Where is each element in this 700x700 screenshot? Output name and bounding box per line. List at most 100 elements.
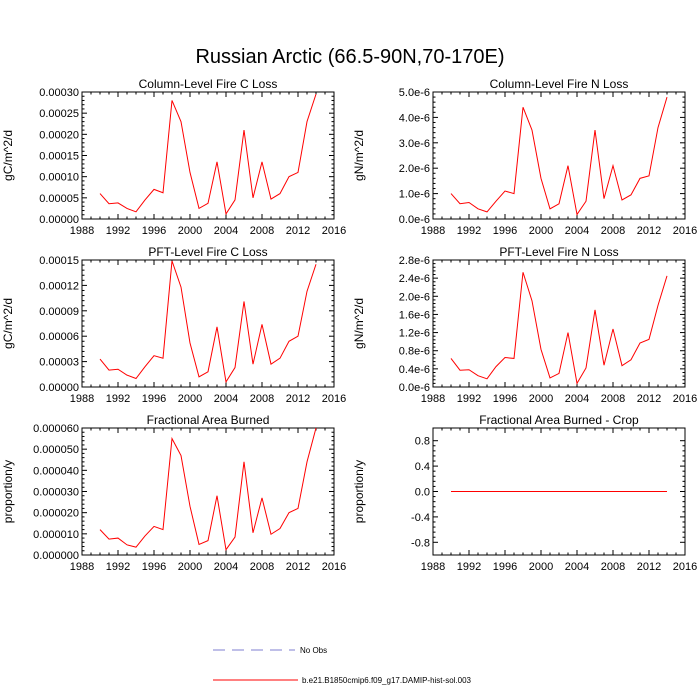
y-tick-label: 0.00006 [39,331,79,343]
x-tick-label: 2008 [601,225,625,237]
y-tick-label: 0.00003 [39,357,79,369]
y-tick-label: 0.8e-6 [399,346,430,358]
x-tick-label: 2004 [565,393,589,405]
y-tick-label: 0.00030 [39,87,79,99]
y-tick-label: 0.000030 [33,487,79,499]
x-tick-label: 2000 [529,225,553,237]
legend-obs-label: No Obs [300,646,327,655]
x-tick-label: 2016 [673,393,697,405]
x-tick-label: 1988 [421,393,445,405]
plot-frame [81,91,335,220]
panel-title: Column-Level Fire N Loss [490,77,629,91]
panel-2: Column-Level Fire N Loss gN/m^2/d 1988 1992… [352,77,697,237]
y-tick-label: 0.00000 [39,382,79,394]
y-tick-label: 0.0 [415,487,430,499]
x-tick-label: 1988 [70,561,94,573]
x-tick-label: 1996 [493,393,517,405]
y-tick-label: 0.000020 [33,508,79,520]
y-tick-label: 0.00015 [39,151,79,163]
y-axis-label: proportion/y [1,460,15,523]
panel-title: PFT-Level Fire N Loss [499,245,618,259]
panel-title: Fractional Area Burned [147,413,270,427]
y-tick-label: 0.0e-6 [399,382,430,394]
x-tick-label: 1996 [142,225,166,237]
x-tick-label: 2016 [322,225,346,237]
x-tick-label: 1996 [493,561,517,573]
y-tick-label: 4.0e-6 [399,112,430,124]
x-tick-label: 2000 [178,393,202,405]
y-axis-label: proportion/y [352,460,366,523]
x-tick-label: 2008 [250,561,274,573]
panels: Column-Level Fire C Loss gC/m^2/d 1988 1992… [1,77,697,573]
y-tick-label: 0.00015 [39,255,79,267]
x-tick-label: 2012 [637,393,661,405]
plot-frame [81,427,335,556]
x-tick-label: 2000 [178,561,202,573]
panel-6: Fractional Area Burned - Crop proportion/… [352,413,697,573]
x-tick-label: 2008 [601,561,625,573]
y-tick-label: -0.8 [411,537,430,549]
series-line [99,427,317,551]
y-tick-label: 0.000050 [33,444,79,456]
x-tick-label: 2004 [214,561,238,573]
y-axis-label: gC/m^2/d [1,298,15,349]
x-tick-label: 2012 [286,561,310,573]
panel-title: Fractional Area Burned - Crop [479,413,639,427]
y-tick-label: 0.00010 [39,172,79,184]
y-tick-label: 0.000060 [33,423,79,435]
x-tick-label: 2008 [250,393,274,405]
series-line [450,96,668,216]
y-tick-label: 0.4e-6 [399,364,430,376]
y-tick-label: 1.2e-6 [399,328,430,340]
x-tick-label: 2012 [637,225,661,237]
x-tick-label: 2000 [178,225,202,237]
series-line [99,260,317,384]
panel-1: Column-Level Fire C Loss gC/m^2/d 1988 1992… [1,77,346,237]
x-tick-label: 2016 [322,561,346,573]
y-tick-label: 2.4e-6 [399,273,430,285]
y-tick-label: 2.0e-6 [399,291,430,303]
y-tick-label: 0.000000 [33,550,79,562]
x-tick-label: 2012 [286,225,310,237]
x-tick-label: 1996 [142,561,166,573]
plot-frame [81,259,335,388]
y-tick-label: 1.0e-6 [399,189,430,201]
x-tick-label: 1988 [70,393,94,405]
y-tick-label: 0.00025 [39,108,79,120]
y-tick-label: 0.000040 [33,465,79,477]
panel-5: Fractional Area Burned proportion/y 1988 19… [1,413,346,573]
x-tick-label: 2016 [322,393,346,405]
x-tick-label: 1988 [421,561,445,573]
x-tick-label: 1996 [493,225,517,237]
y-axis-label: gN/m^2/d [352,298,366,349]
plot-frame [432,259,686,388]
x-tick-label: 2000 [529,393,553,405]
x-tick-label: 2016 [673,561,697,573]
y-tick-label: 0.00000 [39,214,79,226]
x-tick-label: 2012 [637,561,661,573]
x-tick-label: 2000 [529,561,553,573]
y-axis-label: gC/m^2/d [1,130,15,181]
y-tick-label: 0.00009 [39,306,79,318]
y-axis-label: gN/m^2/d [352,130,366,181]
x-tick-label: 1988 [421,225,445,237]
figure-title: Russian Arctic (66.5-90N,70-170E) [195,46,504,68]
series-line [99,93,317,216]
x-tick-label: 1992 [457,225,481,237]
y-tick-label: 2.8e-6 [399,255,430,267]
legend-model-label: b.e21.B1850cmip6.f09_g17.DAMIP-hist-sol.… [302,676,472,685]
y-tick-label: 0.0e-6 [399,214,430,226]
legend: No Obs b.e21.B1850cmip6.f09_g17.DAMIP-hi… [213,646,472,685]
x-tick-label: 2008 [250,225,274,237]
y-tick-label: 0.00020 [39,129,79,141]
x-tick-label: 2004 [214,393,238,405]
series-line [450,272,668,385]
panel-title: Column-Level Fire C Loss [139,77,278,91]
x-tick-label: 2008 [601,393,625,405]
panel-4: PFT-Level Fire N Loss gN/m^2/d 1988 1992 199… [352,245,697,405]
x-tick-label: 2012 [286,393,310,405]
y-tick-label: -0.4 [411,512,430,524]
x-tick-label: 2004 [214,225,238,237]
plot-frame [432,91,686,220]
